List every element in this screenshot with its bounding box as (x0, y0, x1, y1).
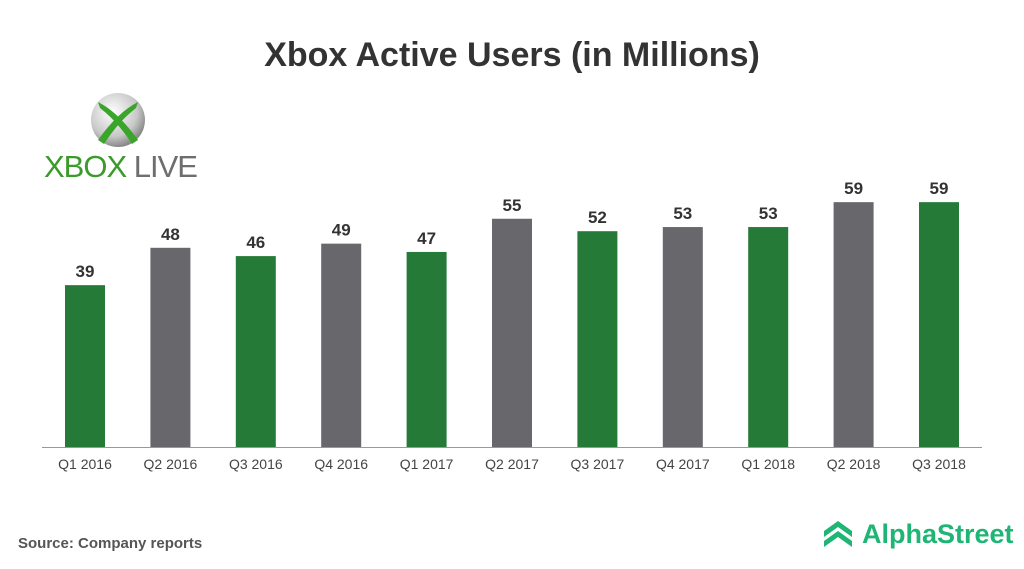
bar (150, 247, 191, 447)
x-tick-label: Q2 2016 (144, 456, 198, 472)
x-tick-label: Q2 2017 (485, 456, 539, 472)
bar (321, 243, 362, 447)
bar (406, 251, 447, 447)
bar (833, 202, 874, 447)
x-tick-label: Q4 2016 (314, 456, 368, 472)
data-label: 55 (503, 196, 522, 215)
alphastreet-chevron-icon (824, 521, 852, 547)
x-tick-label: Q4 2017 (656, 456, 710, 472)
data-label: 59 (930, 179, 949, 198)
x-tick-label: Q1 2016 (58, 456, 112, 472)
data-label: 59 (844, 179, 863, 198)
x-tick-label: Q3 2016 (229, 456, 283, 472)
chart-title: Xbox Active Users (in Millions) (264, 36, 760, 74)
data-label: 48 (161, 225, 180, 244)
brand-name: AlphaStreet (862, 518, 1014, 549)
alphastreet-logo: AlphaStreet (822, 517, 1014, 551)
bar (235, 256, 276, 447)
bar (748, 227, 789, 447)
x-tick-label: Q2 2018 (827, 456, 881, 472)
data-label: 39 (76, 262, 95, 281)
logo-xbox-text: XBOX (44, 149, 127, 184)
data-label: 53 (759, 204, 778, 223)
xbox-live-logo: XBOX LIVE (44, 149, 198, 185)
xbox-sphere-icon (91, 93, 145, 147)
x-tick-label: Q3 2018 (912, 456, 966, 472)
x-tick-label: Q1 2018 (741, 456, 795, 472)
x-tick-label: Q1 2017 (400, 456, 454, 472)
data-label: 46 (246, 233, 265, 252)
data-label: 53 (673, 204, 692, 223)
data-label: 47 (417, 229, 436, 248)
bar (662, 227, 703, 447)
bar (492, 218, 532, 447)
data-label: 49 (332, 221, 351, 240)
bar (919, 202, 959, 447)
bar (577, 231, 618, 447)
source-note: Source: Company reports (18, 535, 203, 552)
logo-live-text: LIVE (133, 149, 198, 184)
data-label: 52 (588, 208, 607, 227)
x-tick-label: Q3 2017 (571, 456, 625, 472)
bar (65, 285, 105, 447)
